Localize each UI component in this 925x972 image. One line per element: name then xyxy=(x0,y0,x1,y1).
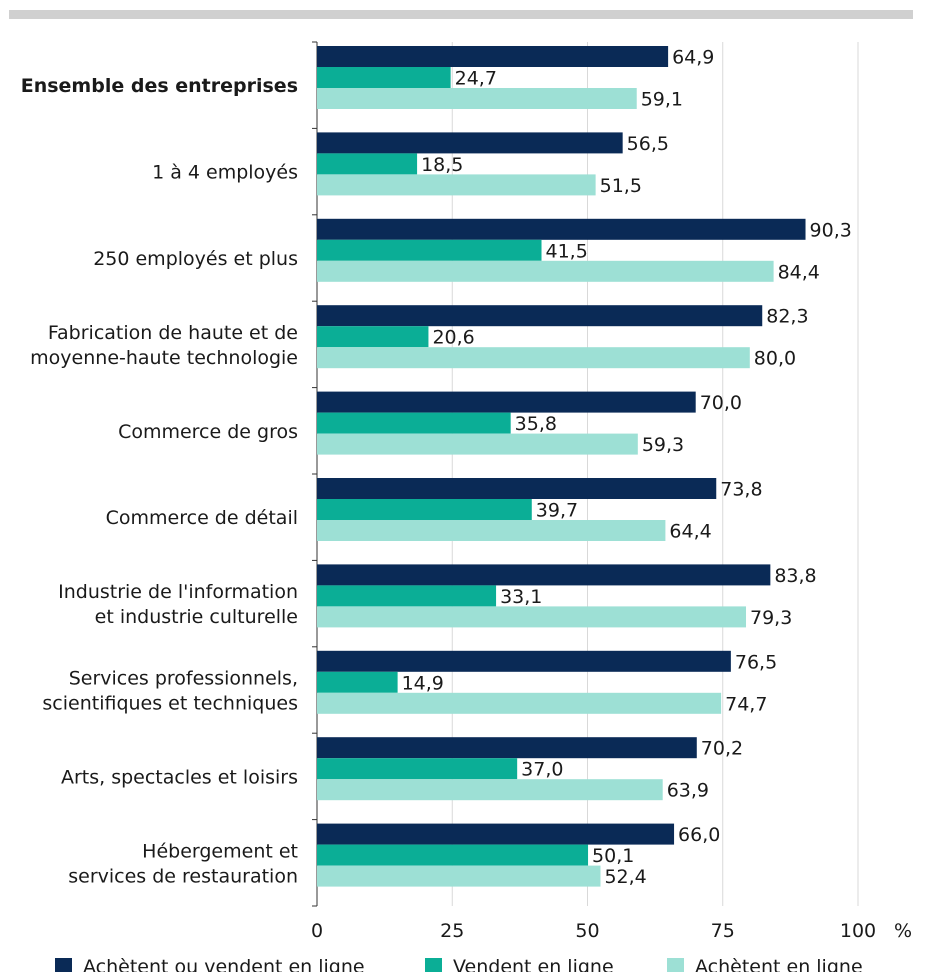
value-label: 80,0 xyxy=(754,348,796,370)
bar xyxy=(317,585,497,607)
bar xyxy=(317,218,806,240)
category-label: scientifiques et techniques xyxy=(42,693,298,715)
category-label: Ensemble des entreprises xyxy=(21,75,298,97)
category-label: services de restauration xyxy=(68,865,298,887)
legend-swatch xyxy=(425,958,442,972)
value-label: 52,4 xyxy=(604,866,646,888)
bar xyxy=(317,412,511,434)
value-label: 66,0 xyxy=(678,824,720,846)
x-axis-ticks: 0 25 50 75 100% xyxy=(311,920,912,942)
bar xyxy=(317,758,518,780)
y-axis xyxy=(312,41,318,907)
value-label: 59,3 xyxy=(642,434,684,456)
bar xyxy=(317,153,418,175)
bar xyxy=(317,326,429,348)
bar xyxy=(317,305,763,327)
category-label: Hébergement et xyxy=(142,840,298,862)
category-label: et industrie culturelle xyxy=(95,606,298,628)
bar xyxy=(317,478,717,499)
value-label: 59,1 xyxy=(641,89,683,111)
value-label: 74,7 xyxy=(725,693,767,715)
value-label: 18,5 xyxy=(421,154,463,176)
bar xyxy=(317,174,596,196)
bar xyxy=(317,499,532,520)
value-label: 76,5 xyxy=(735,651,777,673)
value-label: 70,2 xyxy=(701,738,743,760)
bar xyxy=(317,671,398,693)
legend-label: Achètent en ligne xyxy=(695,956,863,972)
legend-label: Achètent ou vendent en ligne xyxy=(83,956,365,972)
x-axis-unit: % xyxy=(894,920,912,942)
value-label: 70,0 xyxy=(700,392,742,414)
value-label: 14,9 xyxy=(402,672,444,694)
bar xyxy=(317,650,731,672)
value-label: 83,8 xyxy=(774,565,816,587)
category-label: 250 employés et plus xyxy=(93,248,298,270)
category-labels: Ensemble des entreprises 1 à 4 employés 25… xyxy=(21,75,298,887)
bar xyxy=(317,692,722,714)
bar xyxy=(317,823,675,845)
bar xyxy=(317,865,601,887)
category-label: 1 à 4 employés xyxy=(152,162,298,184)
bar xyxy=(317,391,696,413)
value-label: 20,6 xyxy=(432,327,474,349)
category-label: Commerce de gros xyxy=(118,421,298,443)
value-label: 64,4 xyxy=(669,521,711,543)
value-label: 64,9 xyxy=(672,47,714,69)
x-tick-label: 75 xyxy=(711,920,735,942)
x-tick-label: 50 xyxy=(575,920,599,942)
x-tick-label: 0 xyxy=(311,920,323,942)
legend-swatch xyxy=(667,958,684,972)
value-label: 24,7 xyxy=(455,68,497,90)
value-label: 35,8 xyxy=(515,413,557,435)
category-label: Services professionnels, xyxy=(69,668,298,690)
bar xyxy=(317,67,451,88)
value-label: 51,5 xyxy=(600,175,642,197)
value-label: 90,3 xyxy=(810,219,852,241)
bar xyxy=(317,779,663,801)
category-label: Industrie de l'information xyxy=(58,581,298,603)
bar xyxy=(317,433,638,455)
bar xyxy=(317,564,771,586)
category-label: Fabrication de haute et de xyxy=(48,322,298,344)
value-label: 33,1 xyxy=(500,586,542,608)
value-label: 63,9 xyxy=(667,780,709,802)
bar xyxy=(317,520,666,541)
bar xyxy=(317,46,669,67)
value-label: 73,8 xyxy=(720,479,762,501)
value-label: 84,4 xyxy=(778,261,820,283)
category-label: Commerce de détail xyxy=(106,507,298,529)
value-label: 39,7 xyxy=(536,500,578,522)
legend-label: Vendent en ligne xyxy=(453,956,614,972)
value-label: 82,3 xyxy=(766,306,808,328)
legend-swatch xyxy=(55,958,72,972)
bar xyxy=(317,132,623,154)
value-label: 50,1 xyxy=(592,845,634,867)
bar xyxy=(317,260,774,282)
value-label: 41,5 xyxy=(546,240,588,262)
bar xyxy=(317,844,589,866)
legend: Achètent ou vendent en ligne Vendent en l… xyxy=(55,956,863,972)
bar xyxy=(317,88,637,109)
value-label: 37,0 xyxy=(521,759,563,781)
bar xyxy=(317,606,747,628)
value-label: 79,3 xyxy=(750,607,792,629)
bar xyxy=(317,239,542,261)
category-label: moyenne-haute technologie xyxy=(30,347,298,369)
bar xyxy=(317,737,697,759)
value-label: 56,5 xyxy=(627,133,669,155)
bar xyxy=(317,347,750,369)
bars: 64,9 56,5 90,3 82,3 70,0 73,8 83,8 76,5 70,2 66,0… xyxy=(317,46,852,888)
x-tick-label: 100 xyxy=(840,920,876,942)
category-label: Arts, spectacles et loisirs xyxy=(61,766,298,788)
x-tick-label: 25 xyxy=(440,920,464,942)
top-band xyxy=(9,10,913,19)
